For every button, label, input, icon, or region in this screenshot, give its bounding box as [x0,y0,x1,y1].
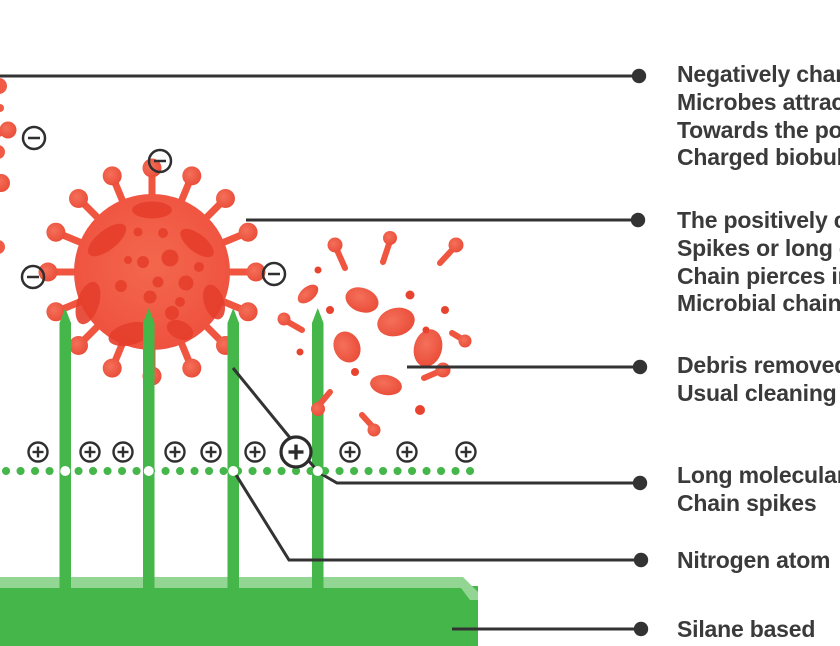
callout-line-text: Debris removed [677,352,840,378]
spike-4 [312,308,324,646]
callout-line-text: Charged biobub [677,144,840,171]
callout-line-text: Negatively charg [677,61,840,87]
microbe-debris [277,231,472,437]
spike-2 [143,308,155,646]
microbe-body-spots [75,201,226,347]
bullet-icon [633,621,649,637]
coated-surface [0,308,478,646]
nitrogen-dot-icon [143,466,154,476]
bullet-icon [632,359,648,375]
bullet-icon [630,212,646,228]
offscreen-microbe-fragments [0,78,17,254]
callout-long-molecular-chain-spikes: Long molecular Chain spikes [677,462,840,518]
bullet-icon [631,68,647,84]
callout-line-text: Silane based [677,616,816,642]
callout-line-text: Usual cleaning [677,379,837,406]
callout-line-long-chain [317,470,633,485]
callout-line-text: Chain spikes [677,489,817,516]
callout-line-text: Long molecular [677,462,840,488]
bullet-icon [632,475,648,491]
callout-positively-charged-spikes: The positively ch Spikes or long ch Chai… [677,207,840,318]
positive-charges [27,435,477,469]
spike-3 [227,308,239,646]
nitrogen-dot-icon [312,466,323,476]
bullet-icon [633,552,649,568]
callout-line-text: Nitrogen atom [677,547,831,573]
callout-nitrogen-atom: Nitrogen atom [677,547,840,575]
callout-line-text: Spikes or long ch [677,234,840,261]
nitrogen-atom-dots [60,466,323,476]
nitrogen-dot-icon [228,466,239,476]
callout-line-text: Chain pierces int [677,262,840,289]
callout-line-text: Microbial chain [677,290,840,317]
callout-line-text: The positively ch [677,207,840,233]
nitrogen-dot-icon [60,466,71,476]
callout-bullets [630,68,649,637]
callout-debris-removed: Debris removed Usual cleaning [677,352,840,408]
callout-line-text: Microbes attract [677,88,840,115]
microbe-debris-front [311,389,333,416]
microbe-intact [38,158,266,386]
callout-silane-based: Silane based [677,616,840,644]
spike-1 [59,308,71,646]
plus-charge-highlighted-icon [279,435,313,469]
surface-base-top-face [0,577,478,600]
callout-line-nitrogen-atom [231,469,634,562]
callout-negatively-charged-microbes: Negatively charg Microbes attract Toward… [677,61,840,172]
callout-line-text: Towards the pos [677,116,840,143]
